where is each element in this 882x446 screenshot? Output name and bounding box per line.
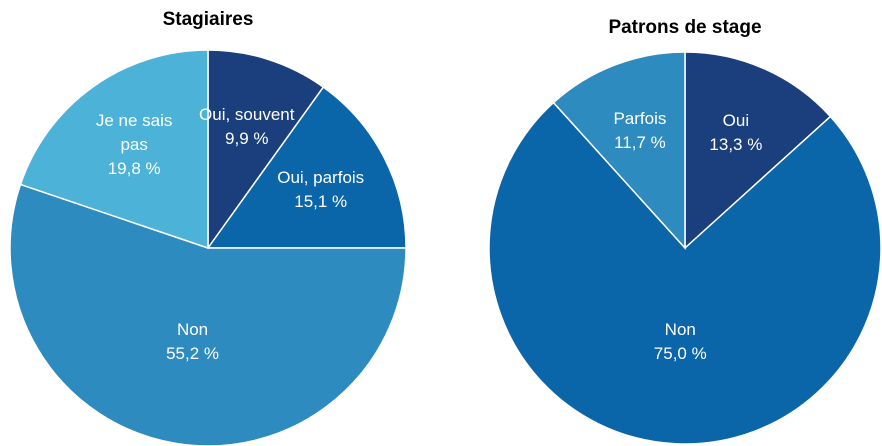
- chart-title: Stagiaires: [163, 9, 254, 30]
- slice-label: Parfois 11,7 %: [592, 107, 688, 155]
- pie-slice: [9, 183, 407, 446]
- slice-label: Non 75,0 %: [632, 318, 728, 366]
- category-label: Je ne sais pas: [95, 111, 173, 154]
- pie-slice: [552, 51, 686, 250]
- value-label: 19,8 %: [107, 159, 161, 178]
- category-label: Non: [176, 319, 209, 339]
- value-label: 15,1 %: [294, 192, 348, 212]
- chart-title: Patrons de stage: [608, 17, 761, 38]
- value-label: 13,3 %: [709, 135, 763, 155]
- category-label: Oui, souvent: [199, 105, 295, 125]
- category-label: Oui, parfois: [277, 168, 365, 188]
- pie-slice: [684, 51, 832, 250]
- slice-label: Oui 13,3 %: [688, 109, 784, 157]
- value-label: 75,0 %: [653, 343, 707, 363]
- value-label: 55,2 %: [166, 343, 219, 363]
- value-label: 9,9 %: [225, 129, 269, 149]
- slice-label: Je ne sais pas 19,8 %: [86, 109, 182, 181]
- value-label: 11,7 %: [614, 132, 666, 152]
- pie-slice: [207, 49, 325, 251]
- category-label: Non: [664, 319, 696, 339]
- pie-slice: [206, 86, 407, 249]
- pie-slice: [488, 101, 882, 445]
- category-label: Parfois: [613, 108, 667, 128]
- slice-label: Oui, parfois 15,1 %: [273, 166, 369, 214]
- category-label: Oui: [722, 111, 750, 131]
- pie-slice: [19, 49, 209, 250]
- slice-label: Non 55,2 %: [145, 318, 241, 366]
- slice-label: Oui, souvent 9,9 %: [199, 103, 295, 151]
